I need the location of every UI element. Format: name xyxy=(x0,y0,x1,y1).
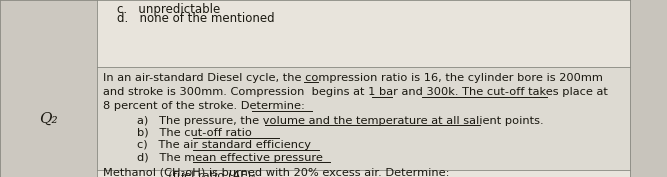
Bar xyxy=(0,0,97,177)
Text: and stroke is 300mm. Compression  begins at 1 bar and 300k. The cut-off takes pl: and stroke is 300mm. Compression begins … xyxy=(103,87,608,97)
Text: ⁠(fuel ratio (AF)₄: ⁠(fuel ratio (AF)₄ xyxy=(103,170,256,177)
Text: a)   The pressure, the volume and the temperature at all salient points.: a) The pressure, the volume and the temp… xyxy=(137,116,544,126)
Text: d.   none of the mentioned: d. none of the mentioned xyxy=(117,12,274,25)
Text: c)   The air standard efficiency: c) The air standard efficiency xyxy=(137,140,311,150)
Bar xyxy=(0,170,630,177)
Text: d)   The mean effective pressure: d) The mean effective pressure xyxy=(137,153,323,163)
Text: c.   unpredictable: c. unpredictable xyxy=(117,3,220,16)
Text: Q₂: Q₂ xyxy=(39,112,57,126)
Text: b)   The cut-off ratio: b) The cut-off ratio xyxy=(137,128,251,138)
Text: Methanol (CH₃oH) is burned with 20% excess air. Determine:: Methanol (CH₃oH) is burned with 20% exce… xyxy=(103,167,450,177)
Text: In an air-standard Diesel cycle, the compression ratio is 16, the cylinder bore : In an air-standard Diesel cycle, the com… xyxy=(103,73,603,82)
Text: 8 percent of the stroke. Determine:: 8 percent of the stroke. Determine: xyxy=(103,101,305,111)
Bar xyxy=(0,0,630,67)
Bar xyxy=(0,67,630,170)
